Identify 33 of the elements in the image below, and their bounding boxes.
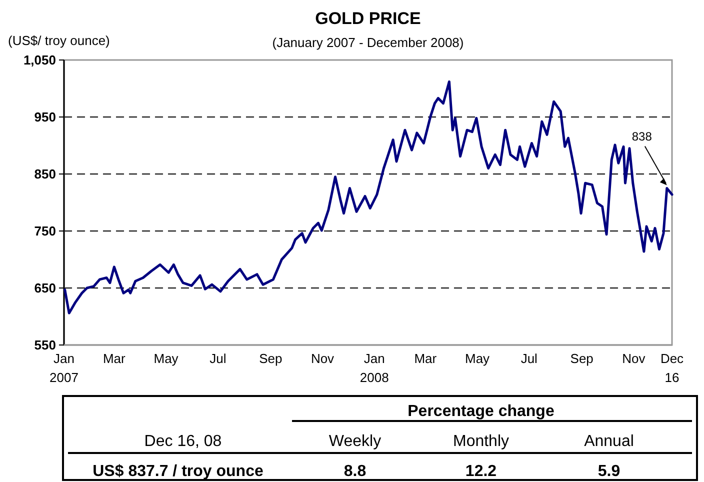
text: Percentage change [408,403,554,420]
y-tick-label: 550 [34,338,56,353]
x-tick-label: Nov [622,351,646,366]
x-tick-label: Nov [310,351,335,366]
x-tick-label: Jan 2007 [50,351,78,385]
x-tick-label: Sep [570,351,594,366]
text: 8.8 [344,463,366,480]
x-tick-label: Dec 16 [660,351,684,385]
x-tick-label: May [154,351,179,366]
text: US$ 837.7 / troy ounce [92,463,264,480]
x-tick-label: Jul [520,351,538,366]
line-series [64,80,674,314]
y-tick-label: 650 [34,280,56,296]
text: Monthly [452,433,510,450]
text: 12.2 [465,463,497,480]
y-tick-label: 1,050 [23,52,56,68]
x-tick-label: May [464,351,490,366]
x-tick-label: Mar [102,351,126,366]
text: Annual [584,433,634,450]
annotation: 838 [632,129,652,144]
text: Weekly [328,433,382,450]
text: Dec 16, 08 [144,433,222,450]
chart-title: GOLD PRICE [315,9,421,28]
y-tick-label: 950 [34,110,56,125]
x-tick-label: Sep [259,351,282,366]
chart-subtitle: (January 2007 - December 2008) [272,35,464,50]
x-tick-label: Mar [414,351,438,366]
y-axis-title: (US$/ troy ounce) [8,33,110,48]
y-tick-label: 850 [34,166,56,182]
x-tick-label: Jan 2008 [360,351,389,385]
text: 5.9 [598,463,620,480]
x-tick-label: Jul [210,351,226,366]
y-tick-label: 750 [34,224,56,239]
